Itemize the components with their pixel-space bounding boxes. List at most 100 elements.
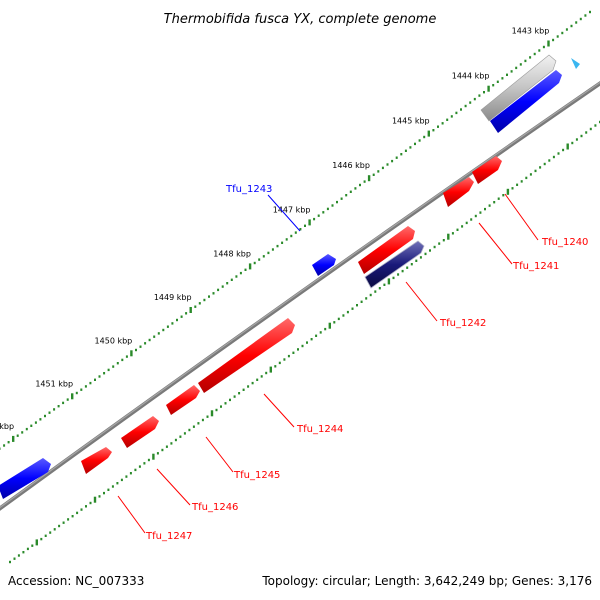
gene-label[interactable]: Tfu_1241 <box>512 261 559 272</box>
gene-label[interactable]: Tfu_1243 <box>225 184 272 195</box>
minor-tick <box>497 197 500 200</box>
major-tick <box>35 539 38 546</box>
gene-tfu-1240[interactable] <box>472 156 502 184</box>
gene-tfu-1247[interactable] <box>81 447 112 474</box>
minor-tick <box>524 59 527 63</box>
kbp-label: 1448 kbp <box>213 249 251 258</box>
major-tick <box>308 219 311 226</box>
minor-tick <box>103 372 106 375</box>
minor-tick <box>229 398 231 402</box>
gene-tfu-1243[interactable] <box>312 254 336 276</box>
minor-tick <box>242 388 245 391</box>
minor-tick <box>496 80 499 83</box>
gene-label[interactable]: Tfu_1245 <box>233 470 280 481</box>
minor-tick <box>589 127 592 131</box>
map-title: Thermobifida fusca YX, complete genome <box>164 12 437 27</box>
minor-tick <box>534 169 537 173</box>
gene-label[interactable]: Tfu_1247 <box>145 531 192 542</box>
major-tick <box>248 263 252 270</box>
minor-tick <box>174 438 177 442</box>
gene-label[interactable]: Tfu_1244 <box>296 424 343 435</box>
minor-tick <box>533 52 536 56</box>
genome-backbone-highlight <box>0 81 600 509</box>
major-tick <box>387 278 391 285</box>
minor-tick <box>469 101 472 104</box>
kbp-label: 1447 kbp <box>273 205 311 214</box>
gene-tfu-1244[interactable] <box>198 318 295 393</box>
minor-tick <box>271 248 274 251</box>
minor-tick <box>283 358 286 361</box>
minor-tick <box>460 108 462 111</box>
minor-tick <box>112 365 115 368</box>
minor-tick <box>26 547 29 551</box>
minor-tick <box>313 217 316 221</box>
minor-tick <box>561 31 564 35</box>
gene-label[interactable]: Tfu_1240 <box>541 237 588 248</box>
minor-tick <box>516 183 519 186</box>
major-tick <box>566 143 569 150</box>
gene-tfu-1246[interactable] <box>121 416 159 448</box>
minor-tick <box>57 405 60 408</box>
minor-tick <box>441 122 444 125</box>
minor-tick <box>66 398 69 401</box>
gray-feature[interactable] <box>480 54 557 122</box>
gene-tfu-1241[interactable] <box>443 177 474 207</box>
minor-tick <box>135 348 137 352</box>
minor-tick <box>326 207 329 211</box>
kbp-label: 1443 kbp <box>512 27 550 36</box>
minor-tick <box>304 224 306 227</box>
minor-tick <box>31 544 34 547</box>
minor-tick <box>276 244 279 248</box>
minor-tick <box>247 385 250 388</box>
leader-tfu-1246 <box>156 468 191 506</box>
kbp-label: 1450 kbp <box>95 336 133 345</box>
kbp-label: 1446 kbp <box>332 161 370 170</box>
minor-tick <box>121 358 124 362</box>
minor-tick <box>579 17 582 21</box>
minor-tick <box>438 242 441 245</box>
minor-tick <box>67 518 70 521</box>
minor-tick <box>336 200 338 204</box>
minor-tick <box>515 66 518 70</box>
blue-feature-upper[interactable] <box>490 70 562 133</box>
minor-tick <box>253 261 256 265</box>
genome-backbone <box>0 81 600 511</box>
kbp-label: 1449 kbp <box>154 293 192 302</box>
minor-tick <box>556 35 559 38</box>
accession-text: Accession: NC_007333 <box>8 574 145 588</box>
gene-label[interactable]: Tfu_1246 <box>191 502 238 513</box>
minor-tick <box>351 307 354 310</box>
major-tick <box>427 130 430 137</box>
gene-tfu-1245[interactable] <box>166 385 200 415</box>
minor-tick <box>492 84 495 87</box>
minor-tick <box>360 300 363 303</box>
minor-tick <box>180 315 183 318</box>
minor-tick <box>44 414 46 418</box>
minor-tick <box>322 211 325 214</box>
inner-tick-track <box>9 120 600 564</box>
leader-tfu-1242 <box>405 281 438 322</box>
minor-tick <box>529 173 532 176</box>
minor-tick <box>201 418 204 422</box>
minor-tick <box>470 218 473 221</box>
gene-tfu-1242[interactable] <box>358 226 415 274</box>
minor-tick <box>465 221 468 225</box>
minor-tick <box>450 115 453 118</box>
minor-tick <box>162 328 165 332</box>
minor-tick <box>502 194 505 197</box>
gene-label[interactable]: Tfu_1242 <box>439 318 486 329</box>
gene-tfu-1242-twin[interactable] <box>364 240 425 289</box>
minor-tick <box>215 408 218 412</box>
minor-tick <box>539 166 542 169</box>
major-tick <box>12 435 15 442</box>
minor-tick <box>377 170 380 173</box>
minor-tick <box>176 318 178 322</box>
minor-tick <box>129 472 132 475</box>
blue-feature-lower[interactable] <box>0 458 51 499</box>
cyan-marker[interactable] <box>571 58 580 69</box>
major-tick <box>189 307 192 313</box>
minor-tick <box>432 129 435 132</box>
minor-tick <box>488 204 491 207</box>
minor-tick <box>9 560 11 564</box>
minor-tick <box>22 551 25 554</box>
